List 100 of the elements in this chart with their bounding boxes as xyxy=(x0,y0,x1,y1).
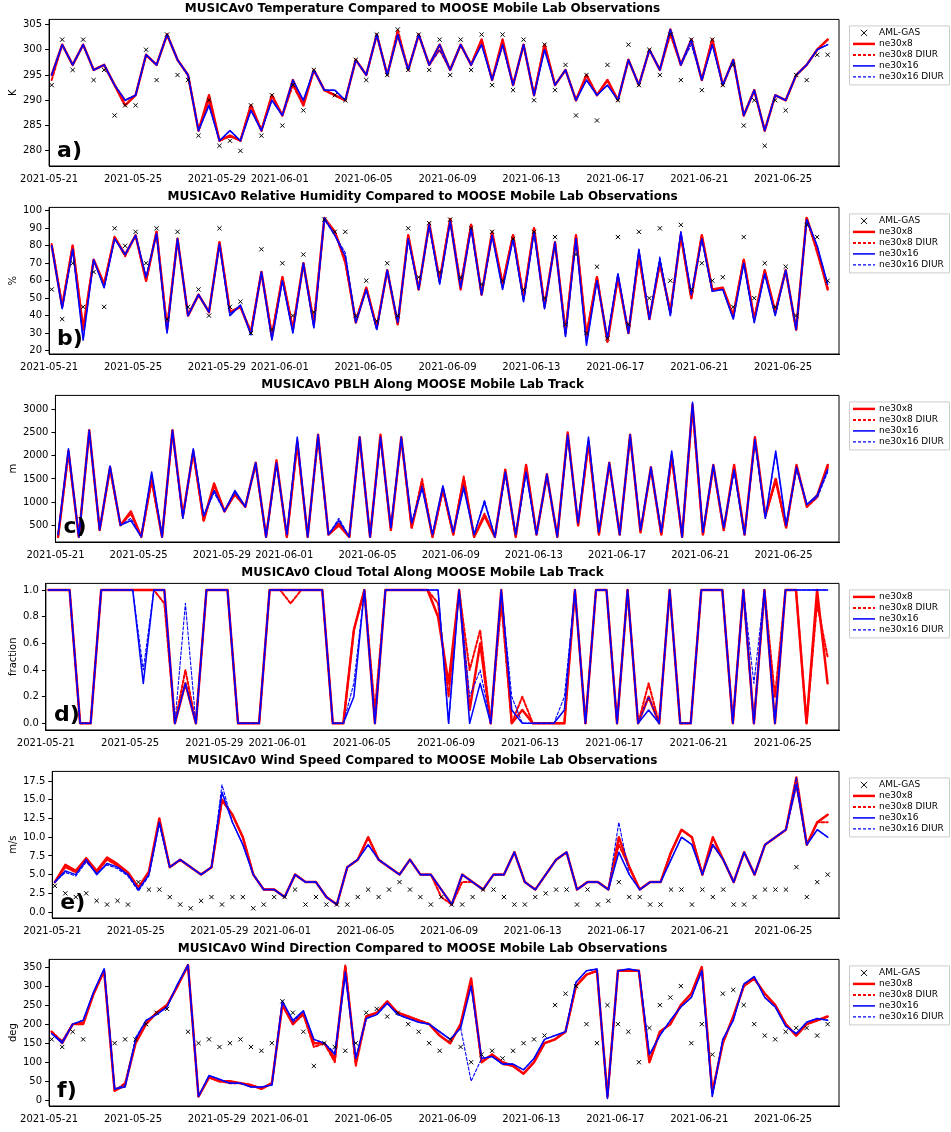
x-tick-label: 2021-06-13 xyxy=(501,736,560,748)
legend-label: ne30x8 DIUR xyxy=(879,989,939,1000)
y-tick-label: 60 xyxy=(29,274,43,286)
x-tick-label: 2021-06-01 xyxy=(252,924,312,936)
x-tick-label: 2021-05-25 xyxy=(109,548,168,560)
legend-label: ne30x16 xyxy=(879,613,919,624)
y-tick-label: 2000 xyxy=(23,449,49,461)
chart-title: MUSICAv0 PBLH Along MOOSE Mobile Lab Track xyxy=(261,377,585,392)
x-tick-label: 2021-05-25 xyxy=(103,360,163,372)
legend-label: ne30x16 xyxy=(879,60,919,71)
chart-title: MUSICAv0 Wind Direction Compared to MOOSE Mobile Lab Observations xyxy=(177,941,668,956)
y-axis-title: % xyxy=(6,275,18,286)
y-tick-label: 40 xyxy=(29,309,43,321)
x-tick-label: 2021-06-17 xyxy=(587,924,646,936)
y-tick-label: 0.6 xyxy=(23,636,39,648)
chart-title: MUSICAv0 Temperature Compared to MOOSE Mobile Lab Observations xyxy=(184,1,661,16)
x-tick-label: 2021-05-21 xyxy=(20,172,79,184)
x-tick-label: 2021-06-09 xyxy=(416,736,476,748)
y-tick-label: 17.5 xyxy=(23,774,46,786)
legend-label: ne30x16 DIUR xyxy=(879,624,944,635)
x-tick-label: 2021-06-25 xyxy=(754,548,813,560)
annotation: e) xyxy=(60,888,86,914)
y-tick-label: 1000 xyxy=(23,495,49,507)
legend-label: AML-GAS xyxy=(879,967,921,978)
x-tick-label: 2021-06-17 xyxy=(586,360,645,372)
y-axis-title: K xyxy=(6,88,18,96)
legend-label: ne30x16 xyxy=(879,248,919,259)
x-tick-label: 2021-06-05 xyxy=(336,924,395,936)
y-tick-label: 200 xyxy=(22,1017,43,1029)
y-tick-label: 0.2 xyxy=(23,690,39,702)
y-tick-label: 20 xyxy=(29,344,43,356)
y-tick-label: 70 xyxy=(29,256,43,268)
x-tick-label: 2021-06-17 xyxy=(588,548,647,560)
y-tick-label: 150 xyxy=(22,1036,43,1048)
x-tick-label: 2021-05-21 xyxy=(16,736,75,748)
legend-label: ne30x16 DIUR xyxy=(879,436,944,447)
x-tick-label: 2021-06-25 xyxy=(754,360,813,372)
x-tick-label: 2021-05-25 xyxy=(101,736,160,748)
x-tick-label: 2021-06-13 xyxy=(503,924,562,936)
legend-label: ne30x16 xyxy=(879,812,919,823)
annotation: f) xyxy=(57,1076,77,1102)
x-tick-label: 2021-05-21 xyxy=(23,924,82,936)
y-tick-label: 500 xyxy=(29,518,49,530)
y-tick-label: 50 xyxy=(29,291,43,303)
x-tick-label: 2021-06-09 xyxy=(418,172,477,184)
legend-label: AML-GAS xyxy=(879,27,921,38)
chart-title: MUSICAv0 Relative Humidity Compared to MOOSE Mobile Lab Observations xyxy=(167,189,678,204)
y-tick-label: 90 xyxy=(29,221,43,233)
legend-label: AML-GAS xyxy=(879,779,921,790)
x-tick-label: 2021-05-21 xyxy=(20,1112,79,1124)
y-tick-label: 1.0 xyxy=(23,583,39,595)
y-tick-label: 1500 xyxy=(23,472,49,484)
legend-label: ne30x16 DIUR xyxy=(879,259,944,270)
y-tick-label: 0.4 xyxy=(23,663,39,675)
x-tick-label: 2021-05-29 xyxy=(187,172,246,184)
x-tick-label: 2021-05-25 xyxy=(103,1112,163,1124)
legend-label: ne30x8 xyxy=(879,978,914,989)
x-tick-label: 2021-06-05 xyxy=(334,1112,393,1124)
x-tick-label: 2021-06-01 xyxy=(250,360,309,372)
legend-label: ne30x8 xyxy=(879,226,914,237)
x-tick-label: 2021-06-21 xyxy=(670,360,729,372)
y-tick-label: 305 xyxy=(22,18,43,30)
y-tick-label: 50 xyxy=(29,1074,43,1086)
y-tick-label: 290 xyxy=(22,93,43,105)
y-tick-label: 100 xyxy=(22,1055,43,1067)
x-tick-label: 2021-06-21 xyxy=(670,172,729,184)
y-tick-label: 2.5 xyxy=(29,886,46,898)
x-tick-label: 2021-05-29 xyxy=(192,548,251,560)
legend-label: ne30x16 DIUR xyxy=(879,1011,944,1022)
x-tick-label: 2021-05-25 xyxy=(106,924,165,936)
x-tick-label: 2021-05-29 xyxy=(190,924,249,936)
y-axis-title: m xyxy=(6,463,18,474)
y-tick-label: 12.5 xyxy=(23,812,46,824)
legend-label: AML-GAS xyxy=(879,215,921,226)
y-tick-label: 15.0 xyxy=(23,793,46,805)
legend-label: ne30x16 DIUR xyxy=(879,823,944,834)
legend-label: ne30x8 DIUR xyxy=(879,801,939,812)
y-tick-label: 30 xyxy=(29,326,43,338)
x-tick-label: 2021-06-05 xyxy=(332,736,391,748)
y-tick-label: 0.0 xyxy=(29,905,46,917)
x-tick-label: 2021-06-21 xyxy=(669,736,728,748)
x-tick-label: 2021-06-17 xyxy=(585,736,644,748)
legend-label: ne30x16 xyxy=(879,425,919,436)
annotation: d) xyxy=(53,700,80,726)
x-tick-label: 2021-05-21 xyxy=(20,360,79,372)
legend-label: ne30x8 xyxy=(879,790,914,801)
x-tick-label: 2021-06-21 xyxy=(671,548,730,560)
x-tick-label: 2021-06-25 xyxy=(753,736,812,748)
x-tick-label: 2021-06-09 xyxy=(421,548,480,560)
x-tick-label: 2021-06-13 xyxy=(504,548,563,560)
legend-label: ne30x8 DIUR xyxy=(879,49,939,60)
x-tick-label: 2021-06-05 xyxy=(334,360,393,372)
y-tick-label: 5.0 xyxy=(29,868,46,880)
y-axis-title: m/s xyxy=(6,835,18,854)
y-tick-label: 80 xyxy=(29,239,43,251)
legend-label: ne30x8 DIUR xyxy=(879,602,939,613)
annotation: a) xyxy=(57,136,82,162)
y-tick-label: 350 xyxy=(22,960,43,972)
y-tick-label: 2500 xyxy=(23,426,49,438)
y-tick-label: 0.0 xyxy=(23,716,39,728)
